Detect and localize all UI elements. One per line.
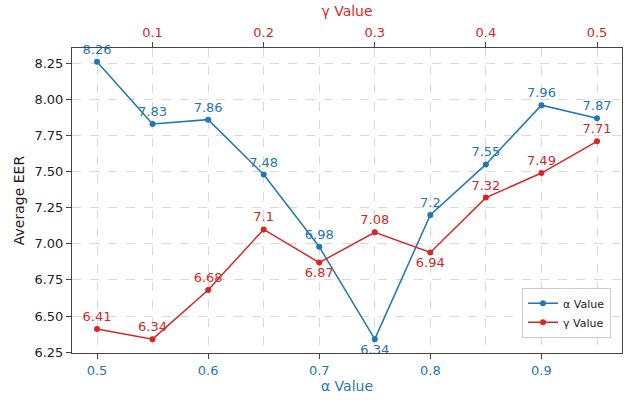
svg-text:6.50: 6.50 bbox=[34, 309, 63, 324]
svg-text:7.87: 7.87 bbox=[583, 98, 612, 113]
svg-text:α Value: α Value bbox=[563, 298, 604, 311]
svg-text:6.94: 6.94 bbox=[416, 255, 445, 270]
svg-text:6.75: 6.75 bbox=[34, 272, 63, 287]
svg-text:8.25: 8.25 bbox=[34, 56, 63, 71]
svg-text:7.71: 7.71 bbox=[583, 121, 612, 136]
svg-text:6.87: 6.87 bbox=[305, 265, 334, 280]
svg-text:0.2: 0.2 bbox=[253, 25, 274, 40]
svg-text:0.6: 0.6 bbox=[198, 363, 219, 378]
svg-text:0.8: 0.8 bbox=[420, 363, 441, 378]
svg-text:7.83: 7.83 bbox=[138, 104, 167, 119]
svg-text:γ Value: γ Value bbox=[563, 317, 603, 330]
svg-text:7.2: 7.2 bbox=[420, 195, 441, 210]
svg-text:α Value: α Value bbox=[321, 378, 373, 394]
svg-text:7.86: 7.86 bbox=[194, 100, 223, 115]
svg-text:7.75: 7.75 bbox=[34, 128, 63, 143]
svg-text:0.5: 0.5 bbox=[87, 363, 108, 378]
svg-text:8.26: 8.26 bbox=[83, 42, 112, 57]
svg-text:7.96: 7.96 bbox=[527, 85, 556, 100]
svg-text:7.55: 7.55 bbox=[471, 144, 500, 159]
svg-text:7.00: 7.00 bbox=[34, 236, 63, 251]
svg-text:0.9: 0.9 bbox=[531, 363, 552, 378]
svg-text:7.48: 7.48 bbox=[249, 155, 278, 170]
svg-text:0.1: 0.1 bbox=[142, 25, 163, 40]
svg-text:γ Value: γ Value bbox=[321, 3, 372, 19]
svg-text:0.7: 0.7 bbox=[309, 363, 330, 378]
svg-text:7.08: 7.08 bbox=[360, 212, 389, 227]
svg-text:6.68: 6.68 bbox=[194, 270, 223, 285]
svg-text:0.5: 0.5 bbox=[587, 25, 608, 40]
svg-text:Average EER: Average EER bbox=[11, 156, 27, 246]
svg-text:0.3: 0.3 bbox=[364, 25, 385, 40]
svg-text:7.25: 7.25 bbox=[34, 200, 63, 215]
svg-text:6.25: 6.25 bbox=[34, 345, 63, 360]
svg-text:7.50: 7.50 bbox=[34, 164, 63, 179]
svg-text:8.00: 8.00 bbox=[34, 92, 63, 107]
svg-text:0.4: 0.4 bbox=[476, 25, 497, 40]
svg-text:7.1: 7.1 bbox=[253, 209, 274, 224]
svg-text:6.34: 6.34 bbox=[138, 319, 167, 334]
svg-text:7.32: 7.32 bbox=[471, 178, 500, 193]
svg-text:6.34: 6.34 bbox=[360, 342, 389, 357]
svg-text:6.98: 6.98 bbox=[305, 227, 334, 242]
svg-text:6.41: 6.41 bbox=[83, 309, 112, 324]
svg-text:7.49: 7.49 bbox=[527, 153, 556, 168]
